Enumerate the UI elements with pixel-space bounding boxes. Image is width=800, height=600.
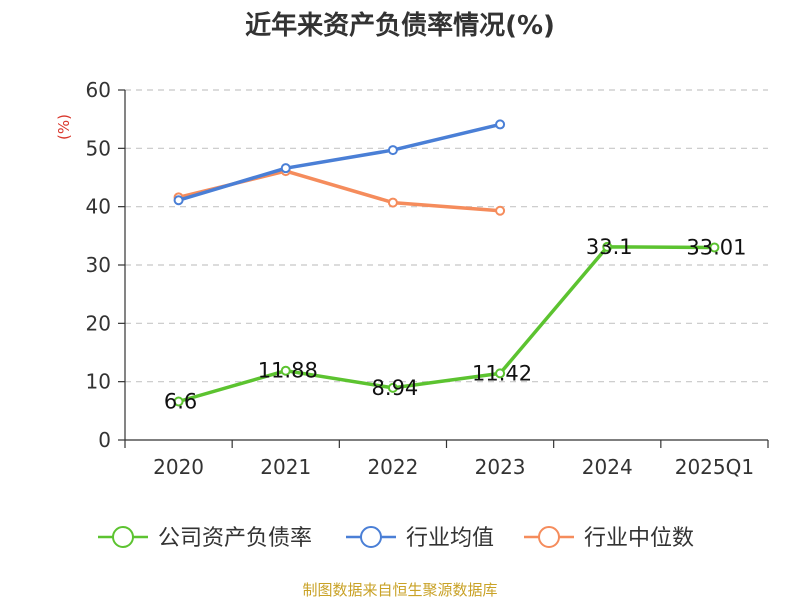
series-point-0	[709, 242, 720, 253]
y-tick-label: 10	[86, 370, 111, 394]
legend-label-0: 公司资产负债率	[158, 526, 312, 551]
grid-lines	[125, 89, 768, 383]
data-label: 6.6	[164, 390, 197, 414]
data-labels: 6.6 11.88 8.94 11.42 33.1 33.01	[164, 235, 747, 414]
legend: 公司资产负债率 行业均值 行业中位数	[98, 526, 694, 551]
series-line-1	[176, 122, 502, 202]
data-label: 8.94	[372, 376, 419, 400]
series-point-0	[602, 241, 613, 252]
data-label: 11.88	[258, 359, 318, 383]
series-point-1	[495, 119, 506, 130]
series-point-2	[387, 197, 398, 208]
legend-marker-2	[538, 526, 560, 548]
series-point-1	[387, 145, 398, 156]
y-tick-label: 50	[86, 136, 111, 160]
chart-title: 近年来资产负债率情况(%)	[245, 10, 555, 41]
legend-marker-0	[112, 526, 134, 548]
series-point-0	[173, 396, 184, 407]
legend-label-1: 行业均值	[406, 526, 494, 551]
series-point-1	[173, 195, 184, 206]
series-point-0	[280, 365, 291, 376]
series-line-0	[176, 245, 717, 404]
legend-marker-1	[360, 526, 382, 548]
x-tick-label: 2020	[153, 455, 204, 479]
series-point-1	[280, 163, 291, 174]
data-label: 33.01	[686, 235, 746, 259]
legend-label-2: 行业中位数	[584, 526, 694, 551]
x-tick-label: 2024	[582, 455, 633, 479]
x-tick-label: 2022	[367, 455, 418, 479]
axes: 0 10 20 30 40 50 60 2020 2021 2022 2023 2024 2025Q1	[86, 78, 769, 479]
y-tick-label: 20	[86, 311, 111, 335]
data-label: 33.1	[586, 235, 633, 259]
y-tick-label: 0	[98, 428, 111, 452]
series-point-2	[495, 205, 506, 216]
x-tick-label: 2021	[260, 455, 311, 479]
data-label: 11.42	[472, 361, 532, 385]
y-tick-label: 30	[86, 253, 111, 277]
series-point-0	[495, 368, 506, 379]
series-point-0	[387, 382, 398, 393]
y-tick-label: 40	[86, 195, 111, 219]
source-note: 制图数据来自恒生聚源数据库	[302, 581, 497, 599]
x-tick-label: 2025Q1	[675, 455, 754, 479]
y-axis-label: (%)	[55, 114, 73, 140]
series-line-2	[176, 169, 502, 213]
x-tick-label: 2023	[475, 455, 526, 479]
series-layer	[173, 119, 720, 407]
y-tick-label: 60	[86, 78, 111, 102]
